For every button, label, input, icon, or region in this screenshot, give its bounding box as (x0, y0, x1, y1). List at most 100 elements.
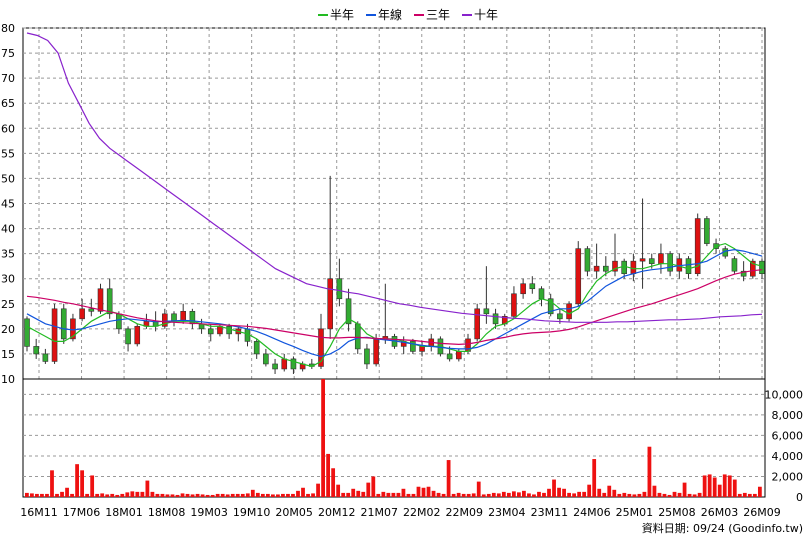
candle-body (410, 341, 416, 352)
ma-line-三年 (26, 269, 763, 346)
x-tick-label: 17M06 (63, 506, 101, 519)
y-tick-label: 40 (1, 223, 15, 236)
volume-bar (461, 493, 466, 497)
volume-bar (396, 492, 401, 497)
volume-bar (281, 493, 285, 497)
x-tick-label: 18M08 (148, 506, 186, 519)
volume-bar (376, 493, 381, 497)
volume-bar (456, 492, 461, 497)
volume-bar (70, 493, 74, 497)
volume-bar (401, 488, 406, 497)
volume-bar (592, 459, 597, 497)
volume-bar (301, 487, 305, 497)
volume-bar (180, 493, 185, 497)
volume-bar (537, 491, 541, 497)
candle-body (79, 308, 85, 320)
volume-bar (100, 493, 105, 497)
volume-bar (587, 484, 592, 497)
volume-bar (105, 494, 110, 497)
volume-bar (557, 487, 561, 497)
candle-body (612, 260, 618, 272)
volume-bar (205, 494, 210, 497)
y-tick-label: 65 (1, 97, 15, 110)
candle-body (621, 260, 627, 274)
candle-body (639, 258, 646, 262)
candle-body (529, 283, 536, 290)
volume-bar (55, 493, 59, 497)
volume-bar (110, 493, 115, 497)
candle-body (272, 363, 278, 370)
volume-bar (145, 480, 150, 497)
y-tick-label: 45 (1, 198, 15, 211)
volume-bar (351, 488, 356, 497)
y-tick-label: 70 (1, 72, 15, 85)
volume-bar (421, 487, 426, 497)
y-tick-label: 30 (1, 273, 15, 286)
volume-bar (326, 453, 331, 497)
volume-bar (190, 494, 195, 497)
volume-bar (627, 493, 632, 497)
volume-bar (496, 493, 501, 497)
volume-bar (240, 493, 245, 497)
legend-label: 年線 (378, 7, 402, 22)
y-tick-label: 60 (1, 122, 15, 135)
x-tick-label: 26M09 (743, 506, 781, 519)
volume-bar (732, 479, 737, 497)
volume-bar (220, 493, 225, 497)
volume-bar (572, 493, 577, 497)
x-tick-label: 22M09 (446, 506, 484, 519)
candle-body (483, 308, 490, 315)
y-tick-label: 75 (1, 47, 15, 60)
x-tick-label: 22M02 (403, 506, 441, 519)
candle-body (575, 248, 582, 305)
candle-body (290, 358, 297, 370)
volume-bar (260, 493, 265, 497)
volume-bar (366, 482, 371, 497)
volume-bar (481, 494, 486, 497)
volume-bar (441, 493, 446, 497)
candle-body (97, 288, 104, 312)
volume-bar (752, 493, 757, 497)
volume-bar (612, 489, 617, 497)
volume-bar (617, 493, 622, 497)
volume-bar (115, 494, 120, 497)
candle-body (33, 346, 39, 355)
volume-bar (235, 493, 240, 497)
legend-label: 十年 (474, 8, 498, 22)
volume-bar (532, 494, 536, 497)
candle-body (70, 318, 76, 340)
candle-body (740, 270, 747, 277)
volume-bar (386, 492, 391, 497)
volume-bar (296, 490, 300, 497)
volume-bar (140, 491, 145, 497)
volume-bar (506, 492, 511, 497)
volume-bar (501, 491, 506, 497)
candle-body (51, 308, 58, 362)
volume-bar (737, 493, 742, 497)
volume-tick-label: 6,000 (772, 429, 804, 442)
volume-bar (742, 492, 747, 497)
x-tick-label: 23M04 (488, 506, 526, 519)
legend-label: 半年 (330, 8, 354, 22)
volume-bar (165, 494, 170, 497)
volume-bar (547, 488, 551, 497)
legend-item: 年線 (366, 7, 402, 22)
volume-bar (607, 485, 612, 497)
x-tick-label: 25M01 (616, 506, 654, 519)
volume-bar (321, 379, 325, 497)
volume-bar (577, 491, 582, 497)
volume-bar (85, 493, 90, 497)
x-tick-label: 19M03 (190, 506, 228, 519)
volume-bar (657, 492, 662, 497)
volume-bar (25, 492, 29, 497)
volume-bar (316, 483, 320, 497)
candle-body (354, 323, 361, 350)
candle-body (704, 218, 710, 244)
volume-bar (175, 494, 180, 497)
candle-body (419, 346, 425, 352)
candle-body (207, 328, 214, 335)
volume-bar (491, 492, 496, 497)
volume-bar (542, 492, 546, 497)
volume-bar (672, 491, 677, 497)
volume-bar (215, 493, 220, 497)
